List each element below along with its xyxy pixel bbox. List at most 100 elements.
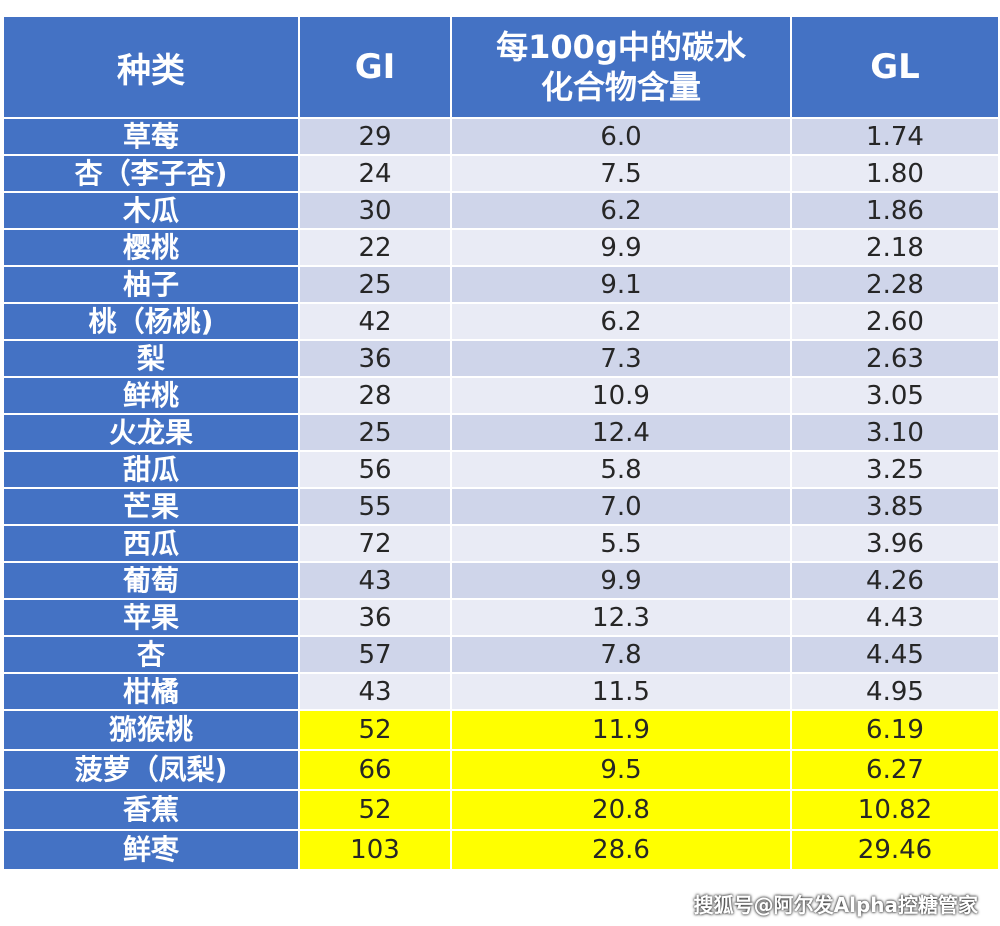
cell-carb: 12.3	[450, 598, 792, 637]
header-carb: 每100g中的碳水 化合物含量	[450, 15, 792, 119]
cell-name: 梨	[2, 339, 300, 378]
cell-gi: 25	[298, 265, 452, 304]
table-row: 草莓 29 6.0 1.74	[2, 117, 1000, 156]
cell-carb: 6.0	[450, 117, 792, 156]
cell-name: 木瓜	[2, 191, 300, 230]
cell-name: 鲜枣	[2, 829, 300, 871]
table-row: 芒果 55 7.0 3.85	[2, 487, 1000, 526]
table-row: 杏 57 7.8 4.45	[2, 635, 1000, 674]
cell-gl: 3.25	[790, 450, 1000, 489]
cell-gi: 66	[298, 749, 452, 791]
header-gl: GL	[790, 15, 1000, 119]
fruit-gi-table: 种类 GI 每100g中的碳水 化合物含量 GL 草莓 29 6.0 1.74 杏（李子杏…	[2, 15, 1000, 871]
cell-carb: 9.9	[450, 561, 792, 600]
cell-gi: 57	[298, 635, 452, 674]
table-row: 香蕉 52 20.8 10.82	[2, 789, 1000, 831]
cell-name: 杏（李子杏)	[2, 154, 300, 193]
cell-name: 樱桃	[2, 228, 300, 267]
cell-gl: 1.80	[790, 154, 1000, 193]
cell-name: 西瓜	[2, 524, 300, 563]
cell-carb: 7.0	[450, 487, 792, 526]
cell-gi: 43	[298, 561, 452, 600]
table-row: 苹果 36 12.3 4.43	[2, 598, 1000, 637]
cell-carb: 7.3	[450, 339, 792, 378]
header-type: 种类	[2, 15, 300, 119]
cell-name: 苹果	[2, 598, 300, 637]
header-row: 种类 GI 每100g中的碳水 化合物含量 GL	[2, 15, 1000, 119]
cell-gi: 25	[298, 413, 452, 452]
cell-gi: 103	[298, 829, 452, 871]
cell-carb: 12.4	[450, 413, 792, 452]
cell-gl: 4.26	[790, 561, 1000, 600]
table-row: 柚子 25 9.1 2.28	[2, 265, 1000, 304]
cell-gl: 10.82	[790, 789, 1000, 831]
cell-name: 草莓	[2, 117, 300, 156]
cell-gi: 36	[298, 598, 452, 637]
cell-gi: 56	[298, 450, 452, 489]
cell-carb: 7.5	[450, 154, 792, 193]
table-row: 桃（杨桃) 42 6.2 2.60	[2, 302, 1000, 341]
table-row: 火龙果 25 12.4 3.10	[2, 413, 1000, 452]
cell-carb: 6.2	[450, 302, 792, 341]
cell-name: 桃（杨桃)	[2, 302, 300, 341]
cell-gi: 42	[298, 302, 452, 341]
table-row: 鲜桃 28 10.9 3.05	[2, 376, 1000, 415]
cell-gl: 4.95	[790, 672, 1000, 711]
cell-gi: 29	[298, 117, 452, 156]
cell-carb: 10.9	[450, 376, 792, 415]
cell-carb: 9.1	[450, 265, 792, 304]
cell-carb: 9.9	[450, 228, 792, 267]
cell-gi: 22	[298, 228, 452, 267]
table-row: 柑橘 43 11.5 4.95	[2, 672, 1000, 711]
cell-gi: 28	[298, 376, 452, 415]
cell-gl: 3.05	[790, 376, 1000, 415]
cell-name: 葡萄	[2, 561, 300, 600]
table-row: 杏（李子杏) 24 7.5 1.80	[2, 154, 1000, 193]
table-row: 西瓜 72 5.5 3.96	[2, 524, 1000, 563]
cell-gi: 72	[298, 524, 452, 563]
cell-carb: 9.5	[450, 749, 792, 791]
cell-carb: 7.8	[450, 635, 792, 674]
cell-carb: 20.8	[450, 789, 792, 831]
cell-gl: 6.19	[790, 709, 1000, 751]
table-body: 草莓 29 6.0 1.74 杏（李子杏) 24 7.5 1.80 木瓜 30 6.2 1.86 樱桃 2…	[2, 117, 1000, 871]
cell-name: 柑橘	[2, 672, 300, 711]
cell-gl: 2.63	[790, 339, 1000, 378]
cell-name: 菠萝（凤梨)	[2, 749, 300, 791]
cell-name: 火龙果	[2, 413, 300, 452]
cell-carb: 5.8	[450, 450, 792, 489]
cell-carb: 5.5	[450, 524, 792, 563]
cell-gi: 24	[298, 154, 452, 193]
cell-gi: 55	[298, 487, 452, 526]
header-gi: GI	[298, 15, 452, 119]
table-row: 梨 36 7.3 2.63	[2, 339, 1000, 378]
cell-gl: 3.85	[790, 487, 1000, 526]
cell-name: 猕猴桃	[2, 709, 300, 751]
cell-carb: 6.2	[450, 191, 792, 230]
cell-gi: 52	[298, 789, 452, 831]
cell-name: 鲜桃	[2, 376, 300, 415]
cell-gl: 2.28	[790, 265, 1000, 304]
cell-gi: 43	[298, 672, 452, 711]
cell-gl: 29.46	[790, 829, 1000, 871]
cell-gl: 4.45	[790, 635, 1000, 674]
cell-carb: 28.6	[450, 829, 792, 871]
cell-gi: 36	[298, 339, 452, 378]
table-row: 木瓜 30 6.2 1.86	[2, 191, 1000, 230]
watermark: 搜狐号@阿尔发Alpha控糖管家	[693, 893, 978, 917]
cell-gl: 2.18	[790, 228, 1000, 267]
table-row: 猕猴桃 52 11.9 6.19	[2, 709, 1000, 751]
cell-gl: 3.10	[790, 413, 1000, 452]
cell-gl: 3.96	[790, 524, 1000, 563]
cell-name: 香蕉	[2, 789, 300, 831]
cell-carb: 11.5	[450, 672, 792, 711]
cell-name: 柚子	[2, 265, 300, 304]
cell-name: 甜瓜	[2, 450, 300, 489]
cell-gl: 4.43	[790, 598, 1000, 637]
table-row: 甜瓜 56 5.8 3.25	[2, 450, 1000, 489]
table-row: 鲜枣 103 28.6 29.46	[2, 829, 1000, 871]
cell-gl: 1.74	[790, 117, 1000, 156]
table-row: 葡萄 43 9.9 4.26	[2, 561, 1000, 600]
table-row: 樱桃 22 9.9 2.18	[2, 228, 1000, 267]
cell-name: 杏	[2, 635, 300, 674]
